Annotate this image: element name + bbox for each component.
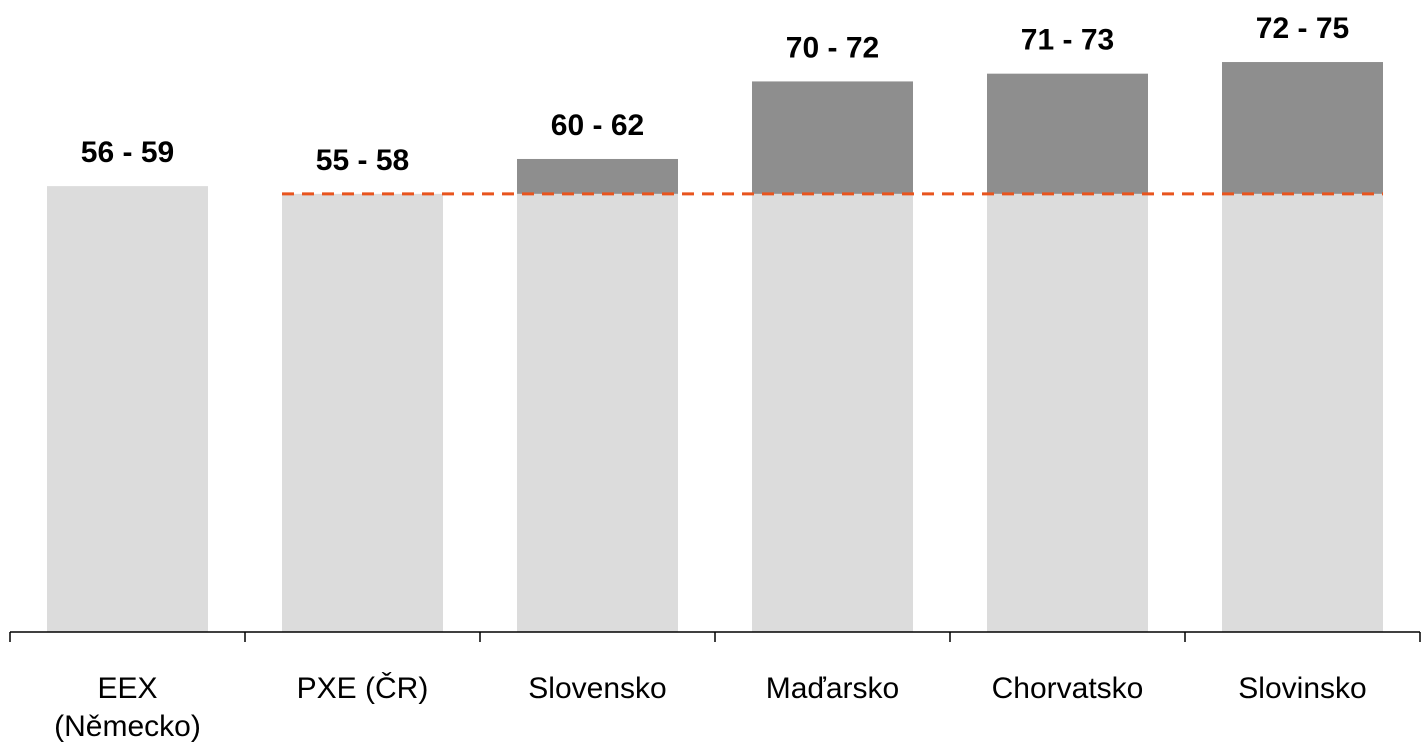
bar-segment	[517, 193, 678, 632]
bar-segment	[752, 193, 913, 632]
bar-segment	[1222, 193, 1383, 632]
bar-segment	[517, 158, 678, 194]
x-tick-label: Chorvatsko	[991, 672, 1144, 705]
bar-segment	[987, 73, 1148, 194]
x-tick-label: EEX (Německo)	[54, 672, 201, 743]
x-tick-label: Slovensko	[528, 672, 667, 705]
bar-segment	[752, 81, 913, 194]
bar-segment	[282, 193, 443, 632]
data-label: 71 - 73	[1021, 24, 1114, 57]
data-label: 72 - 75	[1256, 12, 1349, 45]
data-label: 60 - 62	[551, 109, 644, 142]
bar-segment	[47, 186, 208, 633]
data-label: 56 - 59	[81, 136, 174, 169]
data-label: 70 - 72	[786, 31, 879, 64]
data-label: 55 - 58	[316, 144, 409, 177]
x-tick-label: PXE (ČR)	[296, 672, 429, 705]
bar-segment	[987, 193, 1148, 632]
x-tick-label: Slovinsko	[1238, 672, 1367, 705]
x-tick-label: Maďarsko	[765, 672, 900, 705]
bar-segment	[1222, 62, 1383, 194]
